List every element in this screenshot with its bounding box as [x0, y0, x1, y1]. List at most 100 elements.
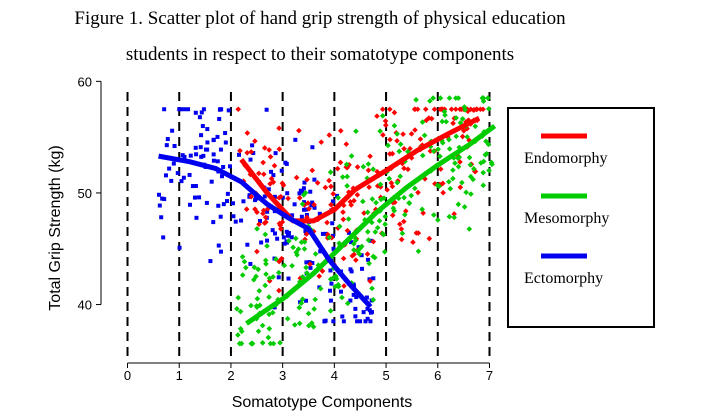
point-ectomorphy	[193, 183, 198, 188]
point-mesomorphy	[249, 340, 256, 347]
point-endomorphy	[415, 189, 421, 196]
point-endomorphy	[452, 106, 459, 113]
point-ectomorphy	[301, 186, 306, 191]
point-endomorphy	[426, 235, 433, 242]
point-ectomorphy	[368, 319, 373, 324]
point-mesomorphy	[234, 305, 240, 312]
point-ectomorphy	[181, 175, 186, 180]
point-ectomorphy	[215, 134, 220, 139]
point-endomorphy	[354, 164, 361, 170]
point-endomorphy	[260, 171, 267, 178]
point-ectomorphy	[233, 219, 238, 224]
point-mesomorphy	[486, 167, 492, 174]
point-mesomorphy	[394, 179, 401, 186]
point-endomorphy	[448, 106, 455, 113]
point-mesomorphy	[344, 173, 351, 180]
point-endomorphy	[400, 131, 406, 137]
point-endomorphy	[341, 283, 347, 289]
point-ectomorphy	[167, 166, 172, 171]
point-mesomorphy	[402, 158, 408, 165]
point-endomorphy	[464, 106, 471, 113]
point-mesomorphy	[299, 296, 306, 302]
point-mesomorphy	[296, 320, 303, 327]
legend: Endomorphy Mesomorphy Ectomorphy	[507, 107, 655, 328]
point-ectomorphy	[161, 235, 166, 240]
point-ectomorphy	[289, 235, 294, 240]
point-ectomorphy	[211, 138, 216, 143]
point-ectomorphy	[248, 261, 253, 266]
point-endomorphy	[432, 181, 438, 187]
y-tick-label-40: 40	[78, 298, 92, 313]
point-mesomorphy	[462, 107, 468, 113]
point-mesomorphy	[459, 179, 465, 186]
point-mesomorphy	[356, 251, 363, 257]
point-endomorphy	[254, 248, 260, 255]
point-mesomorphy	[443, 118, 449, 125]
point-ectomorphy	[225, 191, 230, 196]
point-mesomorphy	[396, 148, 403, 155]
point-endomorphy	[304, 176, 310, 183]
point-ectomorphy	[199, 110, 204, 115]
point-mesomorphy	[317, 285, 324, 292]
point-mesomorphy	[344, 300, 351, 307]
point-ectomorphy	[302, 207, 307, 212]
point-mesomorphy	[464, 134, 470, 140]
point-mesomorphy	[300, 192, 307, 198]
point-mesomorphy	[459, 116, 466, 122]
point-mesomorphy	[259, 340, 266, 346]
point-ectomorphy	[346, 230, 351, 235]
point-ectomorphy	[328, 298, 333, 303]
point-mesomorphy	[235, 294, 242, 301]
point-ectomorphy	[156, 192, 161, 197]
point-mesomorphy	[273, 256, 279, 262]
point-endomorphy	[457, 106, 463, 113]
point-ectomorphy	[216, 203, 221, 208]
point-ectomorphy	[223, 131, 228, 136]
point-ectomorphy	[360, 266, 365, 271]
point-ectomorphy	[339, 289, 344, 294]
point-mesomorphy	[467, 173, 474, 180]
point-ectomorphy	[188, 202, 193, 207]
point-endomorphy	[316, 273, 323, 279]
point-mesomorphy	[237, 308, 244, 315]
point-ectomorphy	[361, 310, 366, 315]
point-mesomorphy	[468, 191, 474, 197]
point-mesomorphy	[437, 95, 444, 101]
point-endomorphy	[262, 214, 269, 221]
point-ectomorphy	[310, 261, 315, 266]
point-mesomorphy	[394, 131, 400, 137]
point-ectomorphy	[218, 107, 223, 112]
point-mesomorphy	[456, 144, 463, 151]
point-mesomorphy	[379, 113, 386, 119]
point-ectomorphy	[292, 202, 297, 207]
point-mesomorphy	[446, 136, 452, 143]
point-mesomorphy	[239, 253, 246, 260]
point-mesomorphy	[401, 194, 407, 201]
point-endomorphy	[260, 210, 266, 217]
point-mesomorphy	[419, 119, 426, 125]
point-mesomorphy	[399, 230, 406, 237]
point-mesomorphy	[377, 181, 384, 188]
point-mesomorphy	[378, 196, 384, 203]
point-ectomorphy	[329, 281, 334, 286]
point-mesomorphy	[364, 175, 370, 182]
point-ectomorphy	[225, 199, 230, 204]
point-endomorphy	[391, 109, 398, 116]
point-endomorphy	[387, 151, 393, 157]
point-ectomorphy	[331, 319, 336, 324]
point-mesomorphy	[391, 207, 397, 214]
point-endomorphy	[285, 195, 291, 202]
point-endomorphy	[324, 219, 330, 226]
point-ectomorphy	[308, 265, 313, 270]
point-endomorphy	[398, 226, 405, 232]
point-mesomorphy	[286, 238, 292, 244]
point-ectomorphy	[211, 152, 216, 157]
point-endomorphy	[361, 210, 367, 216]
point-ectomorphy	[188, 153, 193, 158]
point-mesomorphy	[241, 258, 248, 265]
point-endomorphy	[464, 125, 470, 132]
point-mesomorphy	[364, 209, 371, 216]
point-ectomorphy	[245, 242, 250, 247]
point-mesomorphy	[380, 231, 387, 238]
point-mesomorphy	[488, 159, 495, 166]
